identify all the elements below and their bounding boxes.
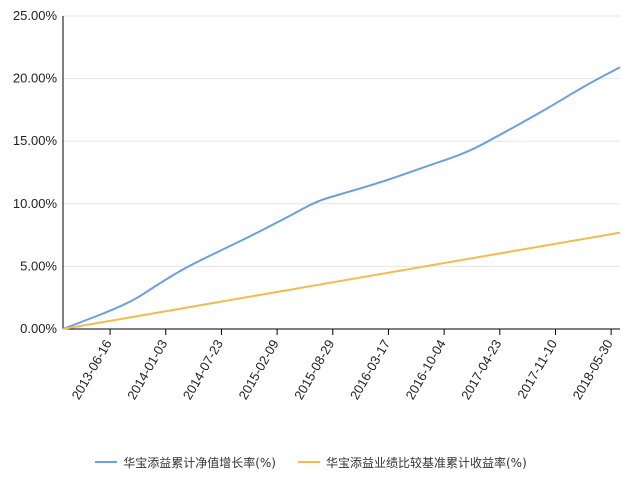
legend-label-nav-growth: 华宝添益累计净值增长率(%)	[123, 455, 276, 470]
y-tick-label: 25.00%	[13, 8, 58, 23]
series-line-nav-growth	[62, 66, 621, 330]
y-tick-label: 20.00%	[13, 71, 58, 86]
y-tick-labels: 0.00% 5.00% 10.00% 15.00% 20.00% 25.00%	[13, 8, 58, 336]
x-tick-label: 2016-10-04	[402, 337, 448, 402]
legend-label-benchmark: 华宝添益业绩比较基准累计收益率(%)	[326, 455, 527, 470]
series-line-benchmark	[62, 231, 621, 330]
legend-swatch-benchmark	[298, 461, 320, 463]
y-tick-label: 5.00%	[20, 258, 57, 273]
x-tick-label: 2015-08-29	[291, 337, 337, 402]
y-tick-label: 15.00%	[13, 133, 58, 148]
x-tick-label: 2017-11-10	[514, 337, 560, 401]
x-tick-marks	[109, 329, 612, 335]
y-tick-label: 0.00%	[20, 321, 57, 336]
y-gridlines	[63, 15, 620, 267]
x-tick-label: 2017-04-23	[458, 337, 504, 402]
line-chart: 0.00% 5.00% 10.00% 15.00% 20.00% 25.00% 2013-…	[13, 8, 621, 402]
legend: 华宝添益累计净值增长率(%) 华宝添益业绩比较基准累计收益率(%)	[0, 452, 622, 472]
x-tick-labels: 2013-06-16 2014-01-03 2014-07-23 2015-02-09…	[68, 337, 615, 402]
x-tick-label: 2018-05-30	[569, 337, 615, 402]
y-tick-label: 10.00%	[13, 196, 58, 211]
legend-item-nav-growth[interactable]: 华宝添益累计净值增长率(%)	[95, 454, 276, 471]
x-tick-label: 2013-06-16	[68, 337, 114, 402]
x-tick-label: 2014-01-03	[124, 337, 170, 402]
series-lines	[62, 66, 621, 330]
legend-swatch-nav-growth	[95, 461, 118, 463]
legend-item-benchmark[interactable]: 华宝添益业绩比较基准累计收益率(%)	[298, 454, 527, 471]
x-tick-label: 2014-07-23	[180, 337, 226, 402]
x-tick-label: 2015-02-09	[235, 337, 281, 402]
x-tick-label: 2016-03-17	[347, 337, 393, 402]
